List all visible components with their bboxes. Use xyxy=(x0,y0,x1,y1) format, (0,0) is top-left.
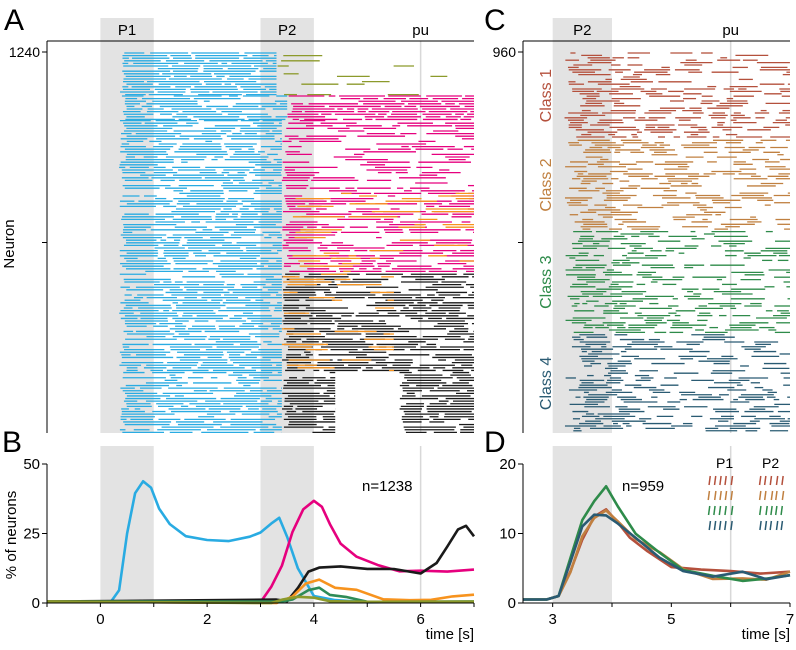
tick-label-b-y: 50 xyxy=(23,456,40,473)
inset-stim-mark xyxy=(708,475,711,486)
inset-stim-mark xyxy=(780,520,784,531)
inset-stim-mark xyxy=(758,490,762,501)
inset-stim-mark xyxy=(724,490,728,501)
inset-stim-mark xyxy=(707,505,711,516)
tick-label-d-y: 20 xyxy=(499,456,516,473)
inset-stim-mark xyxy=(724,475,727,486)
inset-label-p2: P2 xyxy=(762,455,779,471)
class-label-4: Class 4 xyxy=(538,357,555,410)
tick-label-b-y: 0 xyxy=(32,595,40,612)
tick-label-b-x: 4 xyxy=(310,611,318,628)
epoch-shade-p2 xyxy=(552,446,612,603)
class-label-2: Class 2 xyxy=(538,158,555,211)
inset-stim-mark xyxy=(708,520,712,531)
panel-label-c: C xyxy=(484,4,506,37)
inset-stim-mark xyxy=(769,520,773,531)
inset-stim-mark xyxy=(713,505,716,516)
inset-stim-mark xyxy=(730,490,734,501)
inset-label-p1: P1 xyxy=(716,455,733,471)
inset-stim-mark xyxy=(724,520,727,531)
inset-stim-mark xyxy=(770,490,774,501)
class-label-3: Class 3 xyxy=(538,255,555,308)
epoch-label-p2: P2 xyxy=(278,22,296,39)
inset-stim-mark xyxy=(713,475,717,486)
epoch-shade-p1 xyxy=(100,446,154,603)
inset-stim-mark xyxy=(775,475,779,486)
tick-label-d-y: 0 xyxy=(508,595,516,612)
stimulus-inset: P1 P2 xyxy=(707,455,785,531)
panel-label-d: D xyxy=(484,426,506,459)
inset-stim-mark xyxy=(713,520,717,531)
inset-stim-mark xyxy=(765,505,768,516)
inset-stim-mark xyxy=(764,520,768,531)
series-line-green xyxy=(46,586,475,604)
class-label-1: Class 1 xyxy=(538,69,555,122)
epoch-label-p2: P2 xyxy=(573,22,591,39)
line-panel-d: 0 10 20 3 5 7 time [s] n=959 P1 P2 xyxy=(499,446,794,643)
inset-stim-mark xyxy=(775,520,779,531)
inset-stim-mark xyxy=(770,505,773,516)
inset-stim-mark xyxy=(774,505,778,516)
inset-stim-mark xyxy=(718,520,722,531)
tick-label-b-x: 6 xyxy=(416,611,424,628)
inset-stim-mark xyxy=(780,505,784,516)
tick-label-d-y: 10 xyxy=(499,526,516,543)
inset-stim-mark xyxy=(724,505,727,516)
tick-label-d-x: 5 xyxy=(667,611,675,628)
epoch-shade-p2 xyxy=(552,18,612,433)
series-line-class4 xyxy=(523,513,791,601)
inset-stim-mark xyxy=(713,490,717,501)
inset-stim-mark xyxy=(763,490,767,501)
raster-panel-c: P2 pu 960 Class 1 Class 2 Class 3 Class 4 xyxy=(493,18,790,433)
epoch-label-pu: pu xyxy=(722,22,739,39)
percent-axis-label: % of neurons xyxy=(3,491,20,579)
n-count-d: n=959 xyxy=(622,478,664,495)
tick-label-d-x: 7 xyxy=(786,611,794,628)
tick-label-a-top: 1240 xyxy=(9,44,40,60)
tick-label-b-x: 0 xyxy=(96,611,104,628)
tick-label-b-y: 25 xyxy=(23,526,40,543)
tick-label-c-top: 960 xyxy=(493,44,517,60)
inset-stim-mark xyxy=(719,490,722,501)
inset-stim-mark xyxy=(769,475,773,486)
n-count-b: n=1238 xyxy=(362,478,412,495)
tick-label-d-x: 3 xyxy=(548,611,556,628)
neuron-axis-label: Neuron xyxy=(1,219,18,268)
inset-stim-mark xyxy=(730,520,733,531)
inset-stim-mark xyxy=(781,475,784,486)
time-axis-label-b: time [s] xyxy=(426,626,474,643)
inset-stim-mark xyxy=(781,490,785,501)
inset-stim-mark xyxy=(730,505,734,516)
series-line-olive xyxy=(46,595,475,605)
inset-stim-mark xyxy=(707,490,711,501)
raster-panel-a: P1 P2 pu 1240 Neuron xyxy=(1,18,474,433)
inset-stim-mark xyxy=(758,505,762,516)
inset-stim-mark xyxy=(775,490,778,501)
panel-label-a: A xyxy=(4,4,24,37)
epoch-label-pu: pu xyxy=(412,22,429,39)
line-panel-b: 0 25 50 0 2 4 6 % of neurons time [s] n=1238 xyxy=(3,446,476,643)
inset-stim-mark xyxy=(758,475,762,486)
tick-label-b-x: 2 xyxy=(203,611,211,628)
panel-label-b: B xyxy=(2,426,22,459)
inset-stim-mark xyxy=(730,475,734,486)
inset-stim-mark xyxy=(719,475,722,486)
inset-stim-mark xyxy=(763,475,767,486)
epoch-label-p1: P1 xyxy=(118,22,136,39)
inset-stim-mark xyxy=(759,520,762,531)
inset-stim-mark xyxy=(718,505,722,516)
time-axis-label-d: time [s] xyxy=(742,626,790,643)
